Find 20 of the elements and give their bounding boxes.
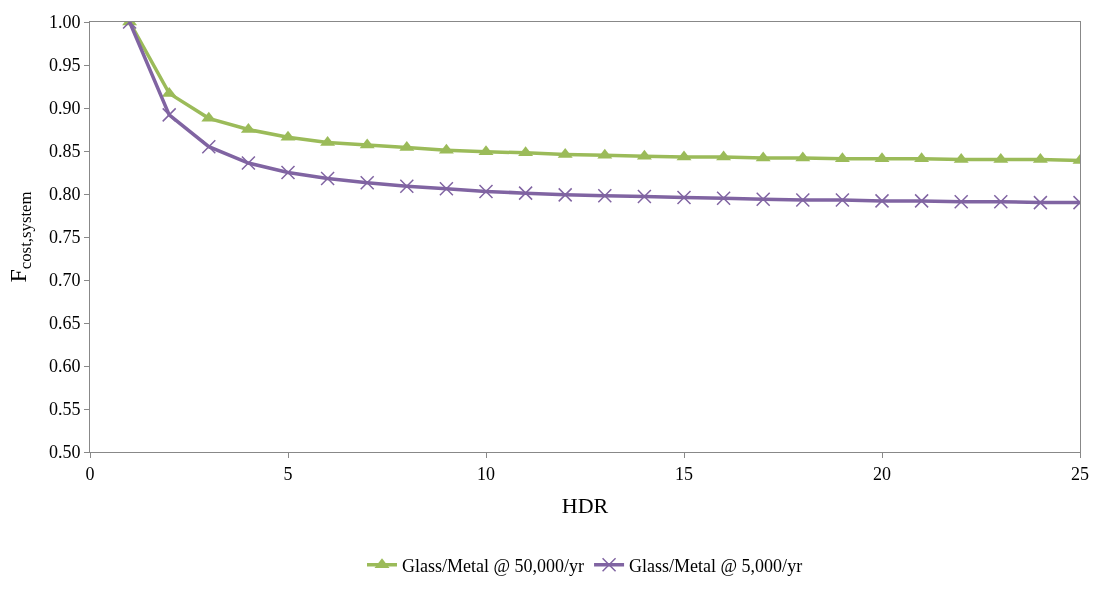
- x-axis-title: HDR: [561, 493, 609, 519]
- x-tick-label: 10: [477, 463, 495, 484]
- y-tick-label: 0.85: [48, 141, 81, 162]
- x-tick-label: 25: [1071, 463, 1089, 484]
- y-tick-label: 0.75: [48, 227, 81, 248]
- legend-label: Glass/Metal @ 50,000/yr: [402, 555, 585, 576]
- y-tick-label: 1.00: [48, 12, 81, 33]
- x-tick-label: 15: [675, 463, 693, 484]
- y-tick-label: 0.80: [48, 184, 81, 205]
- y-tick-label: 0.90: [48, 98, 81, 119]
- y-tick-label: 0.55: [48, 399, 81, 420]
- legend-label: Glass/Metal @ 5,000/yr: [629, 555, 803, 576]
- x-tick-label: 0: [85, 463, 95, 484]
- y-tick-label: 0.65: [48, 313, 81, 334]
- y-tick-label: 0.95: [48, 55, 81, 76]
- x-tick-label: 20: [873, 463, 891, 484]
- y-tick-label: 0.70: [48, 270, 81, 291]
- x-tick-label: 5: [283, 463, 293, 484]
- y-tick-label: 0.60: [48, 356, 81, 377]
- y-tick-label: 0.50: [48, 442, 81, 463]
